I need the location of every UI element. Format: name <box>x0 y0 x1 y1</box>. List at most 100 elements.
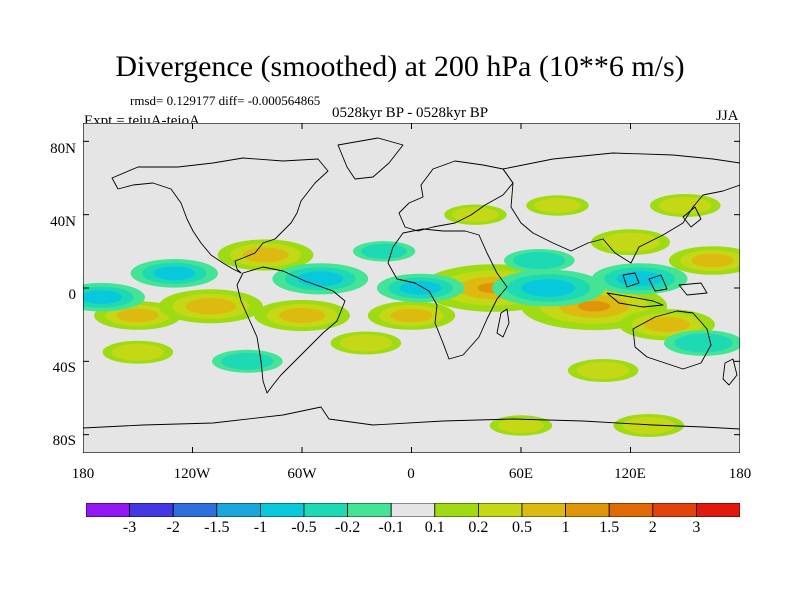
coastlines <box>83 137 740 430</box>
divergence-anomaly <box>526 195 589 216</box>
colorbar-swatch <box>216 503 261 517</box>
divergence-anomaly <box>130 259 218 288</box>
coastline-greenland <box>337 137 404 180</box>
colorbar-label: -2 <box>166 519 180 536</box>
divergence-anomaly <box>444 204 507 225</box>
colorbar-swatch <box>259 503 305 517</box>
lon-tick-label: 120W <box>173 466 211 482</box>
colorbar-label: -1 <box>253 519 268 536</box>
divergence-anomaly <box>376 273 465 303</box>
lat-tick-label: 0 <box>68 287 77 303</box>
contour-level <box>691 253 734 268</box>
divergence-anomaly <box>668 246 740 275</box>
divergence-anomaly <box>254 299 350 332</box>
divergence-anomaly <box>330 331 402 355</box>
coastline-north-america <box>111 157 329 274</box>
coastline-new-zealand <box>722 358 738 386</box>
colorbar-swatch <box>608 503 654 517</box>
period-label: 0528kyr BP - 0528kyr BP <box>331 105 489 121</box>
colorbar-label: 0.2 <box>468 519 489 536</box>
colorbar-label: -0.5 <box>291 519 317 536</box>
lat-tick-label: 80N <box>50 141 76 157</box>
contour-level <box>601 232 660 252</box>
contour-level <box>616 271 663 287</box>
divergence-map <box>83 123 740 453</box>
contour-level <box>221 352 274 370</box>
divergence-anomaly <box>212 349 283 373</box>
coastline-madagascar <box>496 308 510 338</box>
contour-level <box>242 247 289 263</box>
colorbar-label: -1.5 <box>204 519 230 536</box>
contour-level <box>622 417 675 434</box>
divergence-anomaly <box>367 301 456 330</box>
contour-level <box>452 207 499 223</box>
colorbar-swatch <box>696 503 740 517</box>
lon-tick-label: 0 <box>407 466 415 482</box>
coastline-indonesia <box>606 272 708 308</box>
colorbar-swatch <box>303 503 348 517</box>
lon-tick-label: 120E <box>614 466 646 482</box>
divergence-anomaly <box>102 340 174 364</box>
contour-level <box>83 290 123 304</box>
coastline-asia <box>502 152 740 264</box>
divergence-anomaly <box>492 269 605 307</box>
divergence-anomaly <box>619 309 715 341</box>
contour-level <box>279 308 325 323</box>
coastline-south-america <box>236 266 346 394</box>
colorbar-label: 1.5 <box>599 519 620 536</box>
coastline-africa <box>387 228 508 360</box>
colorbar-swatch <box>477 503 523 517</box>
colorbar-label: 0.1 <box>424 519 445 536</box>
divergence-anomaly <box>591 263 688 295</box>
colorbar <box>86 503 740 517</box>
colorbar-swatch <box>652 503 697 517</box>
coastline-australia <box>632 310 712 370</box>
contour-level <box>674 333 733 353</box>
contour-level <box>339 334 393 352</box>
plot-title: Divergence (smoothed) at 200 hPa (10**6 … <box>115 50 685 83</box>
divergence-anomaly <box>650 194 721 217</box>
contour-level <box>659 197 712 214</box>
divergence-anomaly <box>504 249 575 272</box>
lon-tick-label: 60E <box>508 466 534 482</box>
contour-level <box>644 317 690 333</box>
lon-tick-label: 180 <box>71 466 95 482</box>
lon-tick-label: 180 <box>728 466 752 482</box>
contour-level <box>111 343 164 361</box>
contour-level <box>521 279 576 297</box>
colorbar-swatch <box>172 503 218 517</box>
divergence-anomaly <box>272 263 369 295</box>
rmsd-diff-stats: rmsd= 0.129177 diff= -0.000564865 <box>130 93 321 108</box>
colorbar-swatch <box>521 503 566 517</box>
axis-ticks <box>83 123 740 453</box>
contour-level <box>513 252 566 269</box>
colorbar-label: 3 <box>692 519 701 536</box>
colorbar-label: -0.2 <box>334 519 361 536</box>
lat-tick-label: 80S <box>52 433 76 449</box>
colorbar-label: 1 <box>561 519 570 536</box>
colorbar-label: -3 <box>122 519 137 536</box>
coastline-japan <box>682 206 702 228</box>
contour-level <box>116 308 159 323</box>
contour-level <box>361 243 408 259</box>
contour-level <box>297 271 344 287</box>
divergence-anomaly <box>489 415 553 436</box>
colorbar-swatch <box>565 503 610 517</box>
divergence-anomaly <box>83 282 145 312</box>
divergence-anomaly <box>613 414 685 437</box>
season-label: JJA <box>716 108 739 124</box>
divergence-anomaly <box>591 229 670 256</box>
colorbar-swatch <box>347 503 392 517</box>
contour-level <box>390 308 433 323</box>
colorbar-swatch <box>390 503 436 517</box>
contour-level <box>153 266 196 281</box>
contour-level <box>577 301 611 312</box>
contour-level <box>497 418 545 433</box>
lon-tick-label: 60W <box>287 466 317 482</box>
colorbar-label: -0.1 <box>378 519 404 536</box>
lat-tick-label: 40S <box>52 360 76 376</box>
divergence-anomaly <box>217 239 314 271</box>
colorbar-label: 0.5 <box>512 519 532 536</box>
coastline-antarctica <box>83 406 740 430</box>
divergence-anomaly <box>664 330 740 356</box>
